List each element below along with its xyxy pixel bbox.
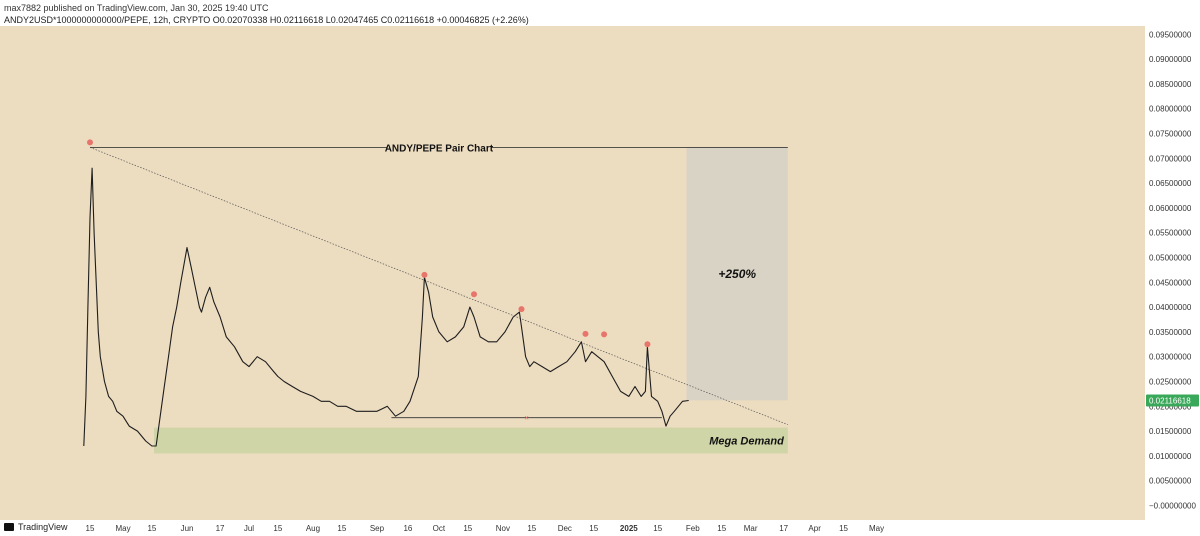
target-box [686,147,788,401]
x-tick-label: 15 [589,524,598,533]
y-tick-label: 0.07000000 [1149,154,1192,163]
y-tick-label: 0.09500000 [1149,30,1192,39]
y-tick-label: 0.01000000 [1149,452,1192,461]
y-tick-label: 0.03500000 [1149,328,1192,337]
x-tick-label: Apr [808,524,821,533]
y-tick-label: 0.03000000 [1149,353,1192,362]
x-tick-label: 15 [527,524,536,533]
x-tick-label: 17 [779,524,788,533]
y-tick-label: 0.05000000 [1149,254,1192,263]
chart-plot-area[interactable]: × Mega Demand +250% ANDY/PEPE Pair Chart [0,26,1145,520]
x-tick-label: May [869,524,884,533]
x-tick-label: 15 [653,524,662,533]
current-price-tag [1146,394,1199,407]
y-tick-label: 0.00500000 [1149,477,1192,486]
support-x-marker: × [524,414,529,423]
title-backdrop [386,140,491,155]
peak-marker-3 [470,291,477,298]
peak-marker-2 [421,271,428,278]
resistance-trendline [89,147,788,425]
x-tick-label: 15 [717,524,726,533]
x-tick-label: 15 [839,524,848,533]
tradingview-logo-icon [4,523,14,531]
y-tick-label: 0.04000000 [1149,303,1192,312]
y-tick-label: 0.06500000 [1149,179,1192,188]
x-tick-label: 15 [337,524,346,533]
y-tick-label: 0.01500000 [1149,427,1192,436]
x-tick-label: Feb [686,524,700,533]
x-tick-label: Aug [306,524,320,533]
tradingview-brand-text: TradingView [18,522,68,532]
peak-marker-5 [582,330,589,337]
x-tick-label: 2025 [620,524,638,533]
symbol-legend[interactable]: ANDY2USD*1000000000000/PEPE, 12h, CRYPTO… [4,15,529,25]
y-tick-label: −0.00000000 [1149,502,1196,511]
peak-marker-4 [518,306,525,313]
x-tick-label: Dec [558,524,572,533]
demand-zone [153,427,788,454]
x-tick-label: Jul [244,524,254,533]
chart-title: ANDY/PEPE Pair Chart [385,143,494,154]
price-series-line [83,167,689,447]
peak-marker-6 [601,331,608,338]
x-tick-label: 15 [273,524,282,533]
chart-header: max7882 published on TradingView.com, Ja… [0,0,1200,26]
y-tick-label: 0.02000000 [1149,402,1192,411]
y-tick-label: 0.02500000 [1149,378,1192,387]
target-box-label: +250% [718,267,756,281]
y-tick-label: 0.06000000 [1149,204,1192,213]
y-tick-label: 0.04500000 [1149,278,1192,287]
price-chart[interactable]: × Mega Demand +250% ANDY/PEPE Pair Chart [0,26,1145,520]
current-price-label: 0.02116618 [1149,397,1191,406]
x-tick-label: Sep [370,524,385,533]
price-axis[interactable]: 0.09500000 0.09000000 0.08500000 0.08000000… [1145,26,1200,520]
publisher-line: max7882 published on TradingView.com, Ja… [4,3,269,13]
x-tick-label: 15 [86,524,95,533]
y-tick-label: 0.08000000 [1149,105,1192,114]
x-tick-label: 16 [403,524,412,533]
x-tick-label: 15 [147,524,156,533]
y-tick-label: 0.08500000 [1149,80,1192,89]
peak-marker-1 [87,139,93,146]
y-tick-label: 0.05500000 [1149,229,1192,238]
x-tick-label: Oct [433,524,446,533]
x-tick-label: 15 [463,524,472,533]
time-axis-bar[interactable]: 15 May 15 Jun 17 Jul 15 Aug 15 Sep 16 Oct 15 Nov 15 Dec… [0,520,1200,536]
x-tick-label: Mar [744,524,758,533]
peak-marker-7 [644,341,651,348]
tradingview-logo: TradingView [4,522,68,532]
x-tick-label: Nov [496,524,510,533]
y-tick-label: 0.09000000 [1149,55,1192,64]
x-tick-label: May [115,524,130,533]
x-tick-label: 17 [216,524,225,533]
demand-zone-label: Mega Demand [709,436,784,448]
y-tick-label: 0.07500000 [1149,130,1192,139]
x-tick-label: Jun [181,524,194,533]
